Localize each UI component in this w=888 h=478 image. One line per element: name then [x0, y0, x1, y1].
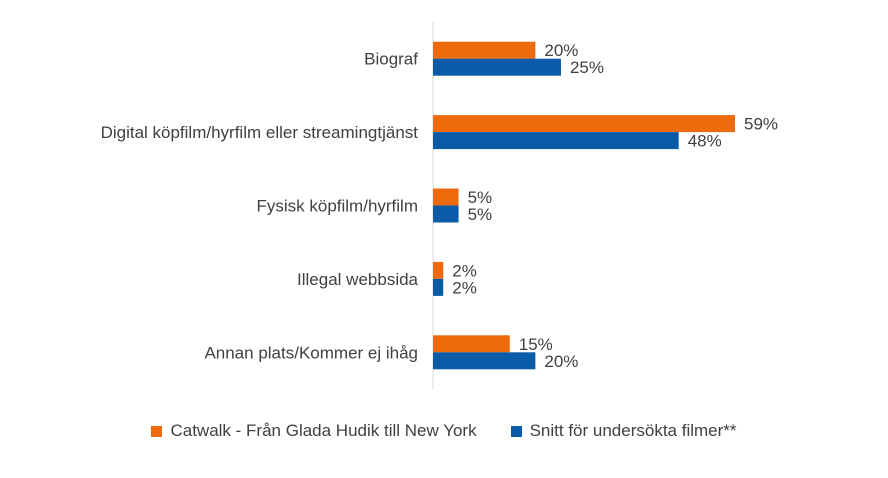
data-label-series-2: 2%: [452, 278, 477, 297]
data-label-series-1: 20%: [544, 41, 578, 60]
bars: [433, 41, 735, 370]
bar-series-1: [433, 335, 510, 353]
legend-label-series-1: Catwalk - Från Glada Hudik till New York: [170, 421, 477, 440]
data-label-series-1: 15%: [519, 335, 553, 354]
bar-series-1: [433, 261, 444, 279]
category-label: Fysisk köpfilm/hyrfilm: [256, 197, 418, 216]
data-label-series-2: 48%: [688, 132, 722, 151]
bar-series-2: [433, 205, 459, 223]
legend-item-series-2: Snitt för undersökta filmer**: [510, 421, 737, 441]
bar-series-1: [433, 115, 735, 133]
bar-series-1: [433, 41, 536, 59]
legend-swatch-series-2: [510, 425, 522, 437]
data-label-series-1: 5%: [468, 188, 493, 207]
data-label-series-2: 25%: [570, 58, 604, 77]
bar-series-2: [433, 132, 679, 150]
legend-swatch-series-1: [151, 425, 163, 437]
legend-label-series-2: Snitt för undersökta filmer**: [529, 421, 737, 440]
category-label: Digital köpfilm/hyrfilm eller streamingt…: [101, 123, 419, 142]
category-label: Annan plats/Kommer ej ihåg: [204, 343, 418, 362]
bar-series-2: [433, 352, 536, 370]
data-label-series-2: 20%: [544, 352, 578, 371]
legend-item-series-1: Catwalk - Från Glada Hudik till New York: [151, 421, 477, 441]
bar-series-2: [433, 278, 444, 296]
category-labels: Biograf Digital köpfilm/hyrfilm eller str…: [101, 50, 419, 363]
category-label: Biograf: [364, 50, 418, 69]
bar-series-1: [433, 188, 459, 206]
data-label-series-2: 5%: [468, 205, 493, 224]
legend: Catwalk - Från Glada Hudik till New York…: [0, 421, 888, 441]
category-label: Illegal webbsida: [297, 270, 419, 289]
bar-series-2: [433, 58, 561, 76]
data-label-series-1: 2%: [452, 261, 477, 280]
data-labels: 20%25%59%48%5%5%2%2%15%20%: [452, 41, 778, 371]
data-label-series-1: 59%: [744, 115, 778, 134]
